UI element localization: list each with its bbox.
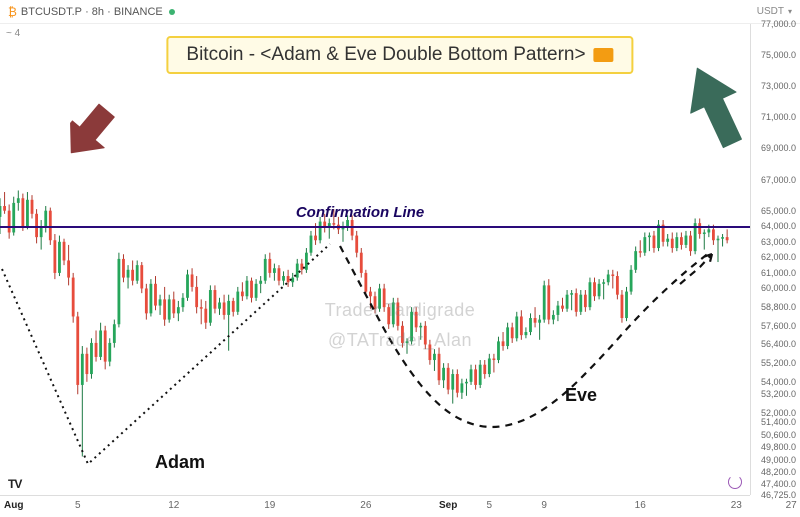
refresh-icon[interactable] <box>728 475 742 489</box>
y-tick: 49,000.0 <box>761 455 796 465</box>
x-tick: 9 <box>541 500 547 511</box>
x-axis[interactable]: Aug5121926Sep59162327 <box>0 495 750 517</box>
x-tick: 16 <box>635 500 646 511</box>
confirmation-label: Confirmation Line <box>296 204 424 221</box>
x-tick: 26 <box>360 500 371 511</box>
y-tick: 60,000.0 <box>761 283 796 293</box>
watermark-name: Trader Tardigrade <box>325 300 476 321</box>
y-tick: 71,000.0 <box>761 112 796 122</box>
btc-icon: ₿ <box>8 5 17 19</box>
x-tick: Aug <box>4 500 23 511</box>
x-tick: Sep <box>439 500 457 511</box>
x-tick: 19 <box>264 500 275 511</box>
y-tick: 54,000.0 <box>761 377 796 387</box>
chevron-down-icon: ▾ <box>788 7 792 16</box>
chart-area[interactable] <box>0 24 750 495</box>
quote-label: USDT <box>757 6 784 17</box>
y-tick: 55,200.0 <box>761 358 796 368</box>
y-tick: 53,200.0 <box>761 389 796 399</box>
y-tick: 67,000.0 <box>761 175 796 185</box>
adam-label: Adam <box>155 452 205 473</box>
x-tick: 23 <box>731 500 742 511</box>
y-tick: 51,400.0 <box>761 417 796 427</box>
eve-label: Eve <box>565 385 597 406</box>
y-tick: 63,000.0 <box>761 237 796 247</box>
y-tick: 56,400.0 <box>761 339 796 349</box>
x-tick: 27 <box>786 500 797 511</box>
candlestick-chart <box>0 24 750 495</box>
timeframe-text: 8h <box>92 6 104 18</box>
quote-selector[interactable]: USDT ▾ <box>757 6 792 17</box>
live-dot-icon <box>169 9 175 15</box>
exchange-text: BINANCE <box>114 6 163 18</box>
x-tick: 5 <box>487 500 493 511</box>
y-axis[interactable]: 77,000.075,000.073,000.071,000.069,000.0… <box>750 24 800 495</box>
confirmation-line <box>0 226 750 228</box>
x-tick: 5 <box>75 500 81 511</box>
y-tick: 58,800.0 <box>761 302 796 312</box>
y-tick: 46,725.0 <box>761 490 796 500</box>
y-tick: 75,000.0 <box>761 50 796 60</box>
separator: · <box>104 6 114 18</box>
y-tick: 62,000.0 <box>761 252 796 262</box>
tradingview-logo-icon: TV <box>8 477 19 491</box>
y-tick: 57,600.0 <box>761 321 796 331</box>
y-tick: 77,000.0 <box>761 19 796 29</box>
y-tick: 48,200.0 <box>761 467 796 477</box>
watermark-handle: @TATrader_Alan <box>328 330 472 351</box>
y-tick: 64,000.0 <box>761 221 796 231</box>
x-tick: 12 <box>168 500 179 511</box>
separator: · <box>82 6 92 18</box>
y-tick: 47,400.0 <box>761 479 796 489</box>
symbol-text: BTCUSDT.P <box>21 6 82 18</box>
y-tick: 61,000.0 <box>761 268 796 278</box>
y-tick: 69,000.0 <box>761 143 796 153</box>
header-bar: ₿ BTCUSDT.P · 8h · BINANCE USDT ▾ <box>0 0 800 24</box>
y-tick: 49,800.0 <box>761 442 796 452</box>
y-tick: 50,600.0 <box>761 430 796 440</box>
y-tick: 73,000.0 <box>761 81 796 91</box>
y-tick: 65,000.0 <box>761 206 796 216</box>
